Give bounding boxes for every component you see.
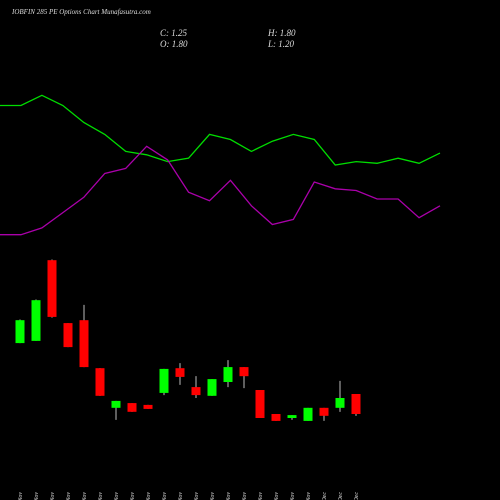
candle-body — [351, 394, 361, 414]
candle-body — [191, 387, 201, 396]
x-tick-label: 28 Nov — [290, 492, 296, 500]
candle-body — [159, 368, 169, 393]
candle-body — [143, 404, 153, 409]
indicator-line — [0, 94, 441, 166]
candle-body — [47, 260, 57, 317]
x-tick-label: 19 Nov — [178, 492, 184, 500]
x-tick-label: 21 Nov — [210, 492, 216, 500]
info-open: O: 1.80 — [160, 39, 188, 49]
x-tick-label: 20 Nov — [194, 492, 200, 500]
candle-body — [287, 415, 297, 418]
candle-body — [15, 320, 25, 344]
candle-body — [127, 403, 137, 412]
indicator-line — [0, 145, 441, 236]
candle-body — [335, 398, 345, 408]
candle-body — [223, 367, 233, 382]
x-tick-label: 29 Nov — [306, 492, 312, 500]
candle-body — [175, 368, 185, 377]
x-tick-label: 08 Nov — [82, 492, 88, 500]
candle-body — [255, 390, 265, 418]
x-tick-label: 07 Nov — [66, 492, 72, 500]
candle-body — [319, 407, 329, 416]
x-tick-label: 06 Nov — [50, 492, 56, 500]
x-tick-label: 02 Dec — [322, 492, 328, 500]
candle-body — [111, 400, 121, 408]
candle-body — [207, 379, 217, 396]
info-low: L: 1.20 — [267, 39, 295, 49]
x-tick-label: 03 Dec — [338, 492, 344, 500]
x-tick-label: 26 Nov — [258, 492, 264, 500]
x-tick-label: 05 Nov — [34, 492, 40, 500]
chart-title: IOBFIN 285 PE Options Chart Munafasutra.… — [11, 8, 151, 16]
x-tick-label: 18 Nov — [162, 492, 168, 500]
candle-body — [239, 367, 249, 377]
x-tick-label: 11 Nov — [98, 492, 104, 500]
candle-body — [303, 407, 313, 421]
candle-body — [31, 300, 41, 341]
x-tick-label: 14 Nov — [145, 492, 152, 500]
x-tick-label: 27 Nov — [274, 492, 280, 500]
x-tick-label: 25 Nov — [242, 492, 248, 500]
candle-body — [63, 323, 73, 348]
candle-body — [79, 320, 89, 368]
info-high: H: 1.80 — [267, 28, 296, 38]
x-tick-label: 04 Nov — [17, 492, 24, 500]
candle-body — [95, 368, 105, 396]
x-tick-label: 22 Nov — [226, 492, 232, 500]
x-tick-label: 12 Nov — [114, 492, 120, 500]
info-close: C: 1.25 — [160, 28, 188, 38]
x-tick-label: 13 Nov — [130, 492, 136, 500]
candle-body — [271, 414, 281, 421]
x-tick-label: 04 Dec — [353, 492, 360, 500]
